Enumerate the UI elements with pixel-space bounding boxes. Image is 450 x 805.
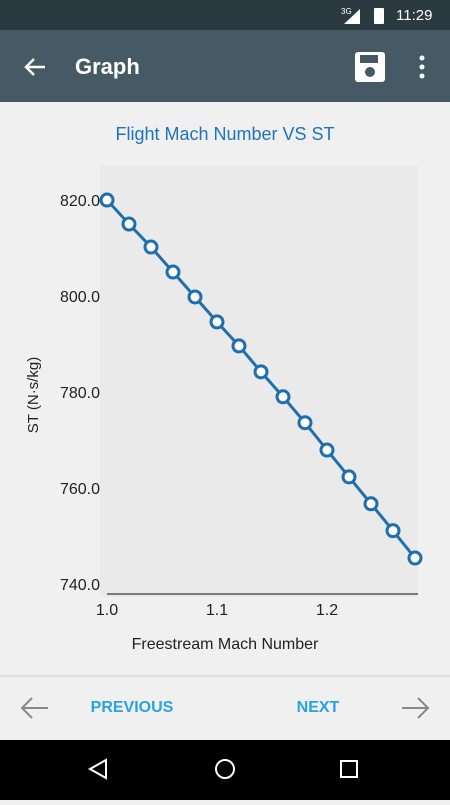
y-tick-label: 740.0 [60,577,100,594]
x-tick-label: 1.0 [96,602,118,619]
chart-title: Flight Mach Number VS ST [115,124,334,144]
nav-back[interactable] [87,758,107,780]
x-tick-label: 1.1 [206,602,228,619]
data-point [99,192,115,208]
toolbar-title: Graph [75,54,140,79]
data-point [165,264,181,280]
data-point [231,338,247,354]
y-tick-label: 760.0 [60,481,100,498]
data-point [253,364,269,380]
data-point [407,550,423,566]
next-button[interactable]: NEXT [297,699,340,716]
data-point [143,239,159,255]
menu-button[interactable] [419,55,425,79]
save-button[interactable] [355,52,385,82]
y-axis-label: ST (N·s/kg) [25,357,42,433]
previous-button[interactable]: PREVIOUS [91,699,174,716]
y-tick-label: 780.0 [60,385,100,402]
x-axis-label: Freestream Mach Number [132,636,319,653]
data-point [341,469,357,485]
nav-home[interactable] [215,759,235,779]
plot: 740.0 760.0 780.0 800.0 820.0 1.0 1.1 1.2 [60,192,423,619]
y-tick-label: 800.0 [60,289,100,306]
x-tick-label: 1.2 [316,602,338,619]
data-point [385,523,401,539]
previous-arrow[interactable] [20,697,48,719]
plot-area [100,165,418,597]
nav-bar [0,740,450,800]
data-point [121,216,137,232]
data-point [275,389,291,405]
y-tick-label: 820.0 [60,193,100,210]
back-button[interactable] [24,58,45,76]
battery-icon [374,8,384,24]
data-point [297,415,313,431]
data-point [209,314,225,330]
nav-recents[interactable] [340,760,358,778]
data-point [363,496,379,512]
signal-icon [344,9,360,24]
clock: 11:29 [396,7,432,24]
data-point [187,289,203,305]
next-arrow[interactable] [402,697,430,719]
data-point [319,442,335,458]
network-label: 3G [341,7,352,16]
